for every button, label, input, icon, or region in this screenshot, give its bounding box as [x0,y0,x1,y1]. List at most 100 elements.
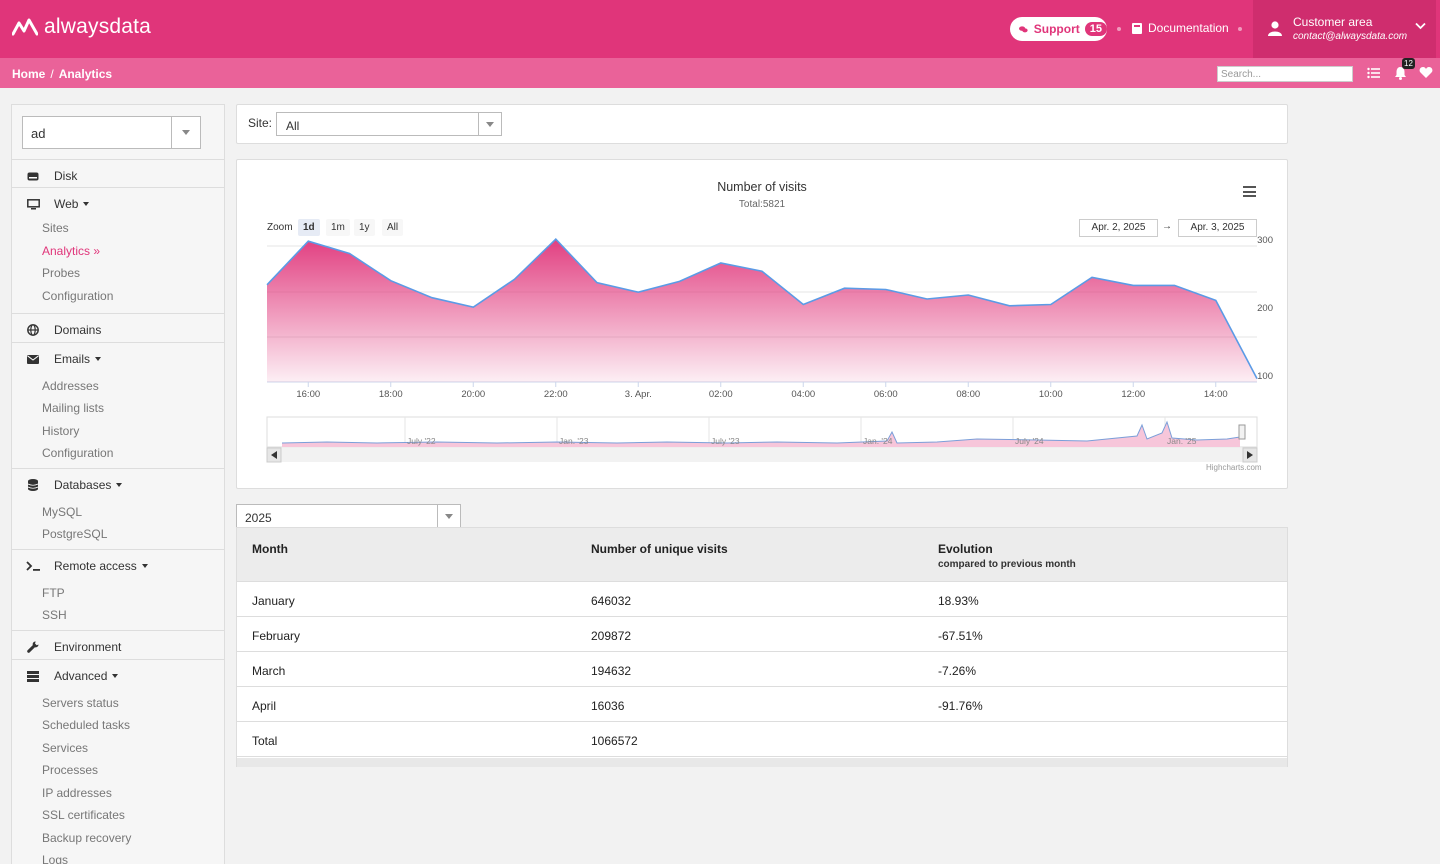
x-tick-label: 20:00 [461,389,485,400]
cell-visits: 194632 [591,664,632,678]
nav-label: Domains [54,323,102,337]
terminal-icon [25,560,41,572]
navigator-line [281,420,1241,444]
nav-item-disk[interactable]: Disk [25,169,77,183]
nav-label: Web [54,197,79,211]
cell-evolution: 18.93% [938,594,979,608]
nav-item-domains[interactable]: Domains [25,323,101,337]
navigator-label: July '22 [407,436,436,446]
nav-subitem-ssh[interactable]: SSH [42,608,67,622]
x-tick-label: 08:00 [956,389,980,400]
x-tick-label: 22:00 [544,389,568,400]
column-header-month: Month [252,542,288,556]
customer-area-menu[interactable]: Customer area contact@alwaysdata.com [1253,0,1436,58]
cell-evolution: -91.76% [938,699,983,713]
nav-subitem-analytics[interactable]: Analytics » [42,244,101,258]
heart-icon[interactable] [1419,66,1433,79]
nav-item-emails[interactable]: Emails [25,352,102,366]
nav-label: Advanced [54,669,108,683]
x-tick-label: 16:00 [296,389,320,400]
search-input[interactable] [1217,66,1353,82]
nav-subitem-history[interactable]: History [42,424,80,438]
site-select-arrow[interactable] [478,113,501,135]
nav-label: Emails [54,352,91,366]
database-icon [25,479,41,491]
breadcrumb-bar: Home / Analytics [0,58,1440,88]
nav-subitem-sites[interactable]: Sites [42,221,69,235]
nav-subitem-logs[interactable]: Logs [42,853,69,864]
date-range-arrow: → [1162,221,1172,232]
task-list-icon[interactable] [1367,66,1381,80]
account-select[interactable]: ad [22,116,201,149]
nav-subitem-ftp[interactable]: FTP [42,586,65,600]
series-area-fill [267,239,1257,382]
highcharts-credits[interactable]: Highcharts.com [1206,463,1262,472]
nav-section-web: Web Sites Analytics » Probes Configurati… [12,187,224,313]
site-select[interactable]: All [276,112,502,136]
nav-subitem-services[interactable]: Services [42,741,89,755]
nav-subitem-web-configuration[interactable]: Configuration [42,289,114,303]
site-filter-label: Site: [248,116,273,130]
cell-evolution: -67.51% [938,629,983,643]
user-icon [1268,21,1282,36]
account-select-arrow[interactable] [171,117,200,148]
date-from-input[interactable]: Apr. 2, 2025 [1079,219,1158,237]
x-tick-label: 04:00 [791,389,815,400]
nav-item-environment[interactable]: Environment [25,640,121,654]
nav-subitem-email-configuration[interactable]: Configuration [42,446,114,460]
nav-subitem-postgresql[interactable]: PostgreSQL [42,527,108,541]
scroll-right-arrow-icon [1247,451,1253,459]
caret-down-icon [83,202,90,206]
zoom-1m-button[interactable]: 1m [326,219,350,236]
nav-subitem-addresses[interactable]: Addresses [42,379,99,393]
nav-section-databases: Databases MySQL PostgreSQL [12,468,224,549]
nav-subitem-mysql[interactable]: MySQL [42,505,83,519]
support-button[interactable]: Support 15 [1010,17,1107,41]
chart-menu-icon[interactable] [1243,186,1256,200]
cell-month: February [252,629,301,643]
nav-subitem-ssl-certificates[interactable]: SSL certificates [42,808,125,822]
separator-dot [1117,27,1121,31]
envelope-icon [25,353,41,365]
alwaysdata-logo-icon [12,18,38,36]
date-to-input[interactable]: Apr. 3, 2025 [1178,219,1257,237]
customer-area-title: Customer area [1293,15,1373,29]
sidebar: ad Disk Web Sites Analytics » Probes Con… [11,104,225,864]
nav-item-advanced[interactable]: Advanced [25,669,119,683]
year-select[interactable]: 2025 [236,504,461,528]
server-icon [25,670,41,682]
column-header-visits: Number of unique visits [591,542,728,556]
cell-month: April [252,699,277,713]
cell-month: March [252,664,286,678]
nav-subitem-scheduled-tasks[interactable]: Scheduled tasks [42,718,131,732]
nav-subitem-ip-addresses[interactable]: IP addresses [42,786,112,800]
nav-item-databases[interactable]: Databases [25,478,123,492]
nav-label: Disk [54,169,78,183]
cell-visits: 209872 [591,629,632,643]
zoom-1y-button[interactable]: 1y [354,219,375,236]
cell-month: January [252,594,295,608]
account-select-value: ad [31,126,46,141]
nav-subitem-backup-recovery[interactable]: Backup recovery [42,831,132,845]
nav-subitem-probes[interactable]: Probes [42,266,81,280]
zoom-1d-button[interactable]: 1d [298,219,320,236]
nav-item-web[interactable]: Web [25,197,90,211]
bell-icon[interactable] [1394,66,1407,80]
visits-chart-panel: Number of visits Total:5821 Zoom 1d 1m 1… [236,159,1288,489]
x-tick-label: 3. Apr. [625,389,652,400]
logo[interactable]: alwaysdata [12,14,151,40]
support-count-badge: 15 [1084,22,1107,36]
nav-subitem-processes[interactable]: Processes [42,763,99,777]
navigator-scrollbar-track[interactable] [267,448,1257,462]
breadcrumb-home[interactable]: Home [12,67,46,81]
nav-item-remote-access[interactable]: Remote access [25,559,148,573]
navigator-handle[interactable] [1238,424,1246,440]
documentation-link[interactable]: Documentation [1132,21,1229,35]
nav-subitem-mailing-lists[interactable]: Mailing lists [42,401,105,415]
year-select-arrow[interactable] [437,505,460,527]
nav-subitem-servers-status[interactable]: Servers status [42,696,119,710]
table-footer [237,758,1287,767]
zoom-all-button[interactable]: All [382,219,404,236]
x-tick-label: 12:00 [1121,389,1145,400]
nav-section-disk: Disk [12,159,224,187]
